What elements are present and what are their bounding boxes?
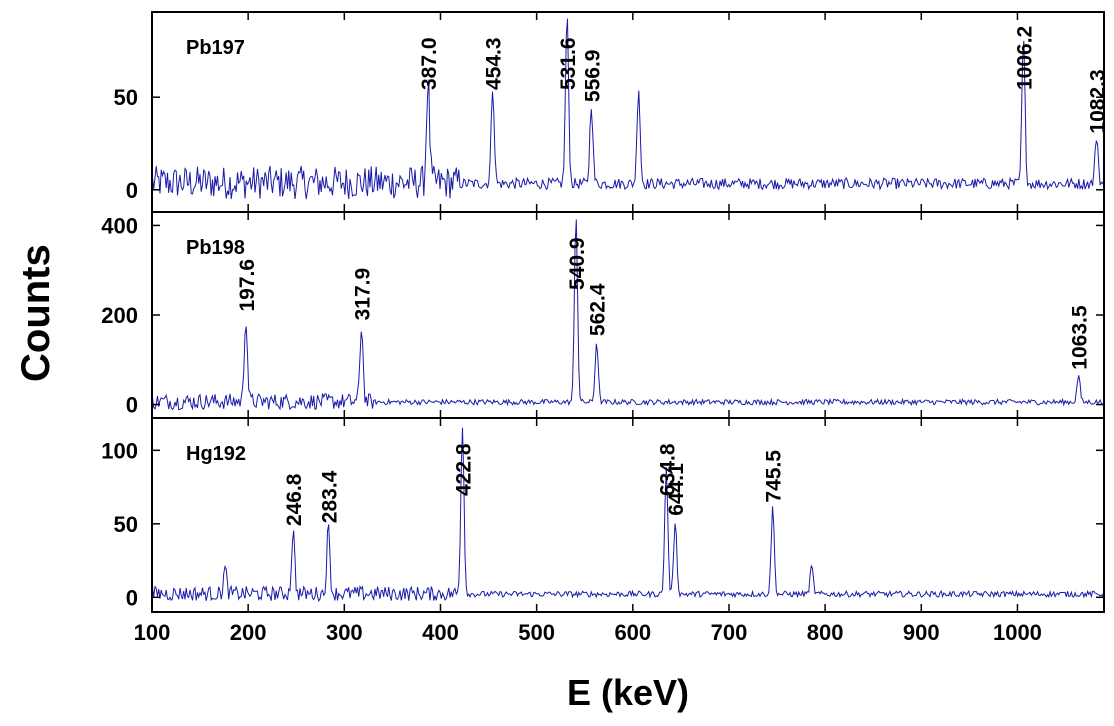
peak-label: 1006.2 [1013, 26, 1036, 90]
y-tick-label: 400 [101, 213, 138, 238]
peak-label: 1082.3 [1087, 69, 1110, 133]
x-tick-label: 300 [326, 620, 363, 645]
x-tick-label: 900 [903, 620, 940, 645]
peak-label: 454.3 [483, 37, 506, 90]
x-tick-label: 400 [422, 620, 459, 645]
x-tick-label: 700 [711, 620, 748, 645]
y-tick-label: 200 [101, 303, 138, 328]
peak-label: 644.1 [665, 463, 688, 516]
spectrum-trace [152, 18, 1105, 200]
y-tick-label: 50 [114, 85, 138, 110]
x-tick-label: 800 [807, 620, 844, 645]
x-tick-label: 500 [518, 620, 555, 645]
panel-label: Pb197 [186, 37, 245, 59]
y-tick-label: 0 [126, 393, 138, 418]
peak-label: 283.4 [318, 470, 341, 523]
y-tick-label: 50 [114, 512, 138, 537]
peak-label: 317.9 [352, 268, 375, 321]
peak-label: 1063.5 [1069, 305, 1092, 370]
peak-label: 562.4 [587, 283, 610, 336]
panel-frame [151, 211, 1105, 419]
x-tick-label: 600 [614, 620, 651, 645]
x-tick-label: 100 [134, 620, 171, 645]
peak-label: 422.8 [452, 443, 475, 496]
y-tick-label: 100 [101, 438, 138, 463]
peak-label: 634.8 [656, 443, 679, 496]
peak-label: 745.5 [763, 450, 786, 503]
x-axis-label: E (keV) [566, 672, 690, 713]
y-axis-label: Counts [14, 244, 58, 382]
peak-label: 531.6 [557, 37, 580, 90]
peak-label: 246.8 [283, 473, 306, 526]
y-tick-label: 0 [126, 178, 138, 203]
peak-label: 197.6 [236, 259, 259, 312]
spectrum-trace [152, 427, 1105, 602]
panel-label: Pb198 [186, 237, 245, 259]
x-tick-label: 1000 [993, 620, 1042, 645]
peak-label: 556.9 [581, 50, 604, 103]
panel-frame [151, 417, 1105, 613]
y-tick-label: 0 [126, 585, 138, 610]
spectrum-trace [152, 219, 1104, 411]
x-tick-label: 200 [230, 620, 267, 645]
peak-label: 387.0 [418, 37, 441, 90]
panel-label: Hg192 [186, 443, 246, 465]
peak-label: 540.9 [566, 237, 589, 290]
